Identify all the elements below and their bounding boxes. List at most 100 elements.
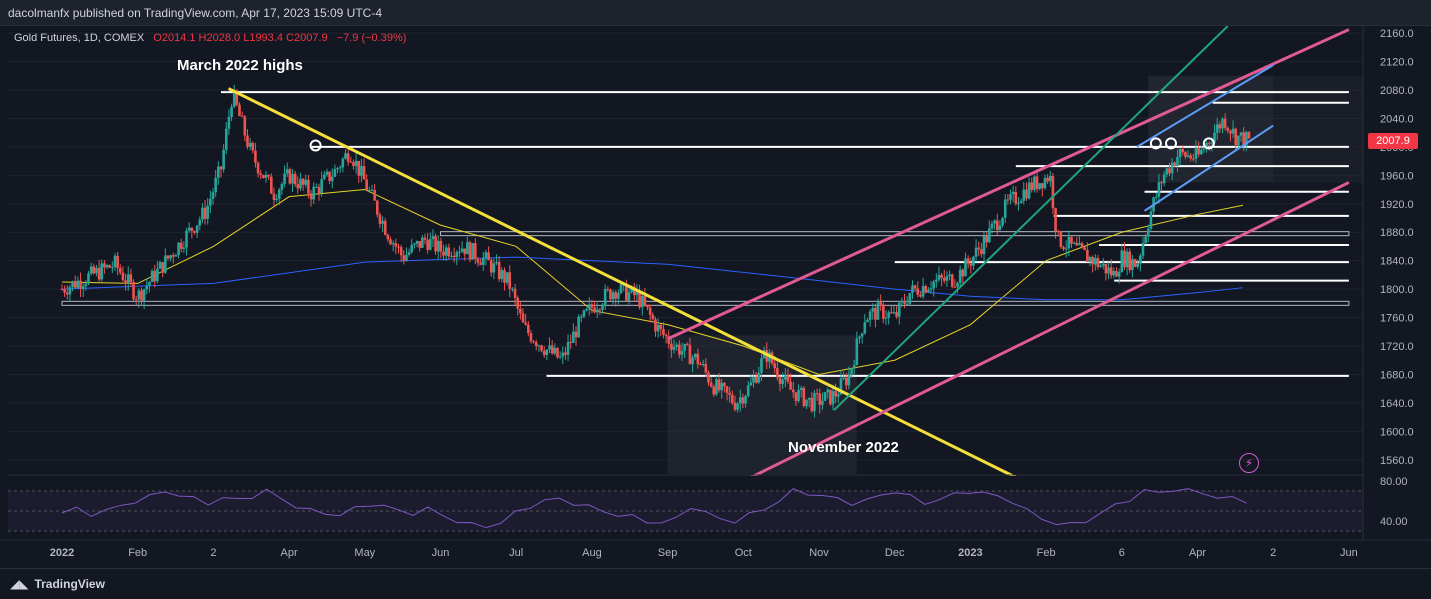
- time-tick-label: 2: [210, 547, 216, 559]
- candle: [1168, 168, 1171, 174]
- candle: [556, 347, 559, 358]
- moving-average-200: [61, 256, 1243, 301]
- candle: [945, 276, 949, 281]
- candle: [280, 183, 284, 190]
- symbol-name[interactable]: Gold Futures, 1D, COMEX: [14, 32, 145, 44]
- candle: [746, 385, 750, 396]
- candle: [548, 345, 551, 350]
- candle: [1094, 258, 1097, 265]
- candle: [977, 247, 981, 250]
- candle: [656, 324, 660, 332]
- tradingview-logo-icon[interactable]: ◢◣: [10, 577, 29, 591]
- candle: [990, 223, 994, 229]
- candle: [129, 274, 133, 283]
- candle: [688, 344, 692, 365]
- candle: [715, 379, 718, 395]
- candle: [405, 254, 408, 261]
- candle: [386, 234, 390, 240]
- symbol-legend: Gold Futures, 1D, COMEX O2014.1 H2028.0 …: [14, 32, 406, 44]
- candle: [1170, 162, 1174, 174]
- candle: [1117, 272, 1121, 277]
- candle: [476, 259, 480, 263]
- time-tick-label: Jun: [432, 547, 450, 559]
- candle: [251, 142, 255, 151]
- candle: [831, 391, 835, 405]
- candle: [781, 379, 784, 384]
- candle: [153, 270, 157, 282]
- candle: [68, 287, 72, 295]
- candle: [174, 255, 178, 257]
- candle: [357, 160, 361, 176]
- candle: [617, 292, 620, 299]
- candle: [678, 344, 681, 355]
- candle: [564, 352, 567, 355]
- candle: [821, 400, 824, 405]
- trendline-inner-channel-upper: [1136, 64, 1274, 148]
- candle: [277, 189, 281, 199]
- marker-circle: [1149, 137, 1162, 150]
- candle: [1136, 263, 1139, 267]
- candle: [466, 242, 469, 255]
- candle: [1176, 157, 1179, 167]
- footer: ◢◣ TradingView: [0, 568, 1431, 599]
- candle: [611, 292, 615, 300]
- candle: [293, 173, 297, 185]
- candle: [1096, 258, 1100, 268]
- candle: [1144, 236, 1147, 244]
- candle: [882, 304, 885, 319]
- candle: [903, 300, 906, 304]
- candle: [1019, 200, 1023, 203]
- candle: [256, 162, 260, 174]
- candle: [1237, 135, 1240, 146]
- candle: [323, 174, 326, 180]
- candle: [953, 286, 957, 288]
- candle: [190, 227, 194, 232]
- candle: [63, 289, 66, 293]
- candle: [431, 236, 435, 240]
- candle: [717, 379, 721, 391]
- candle: [982, 235, 986, 255]
- candle: [1001, 217, 1004, 226]
- candle: [217, 166, 220, 178]
- candle: [444, 247, 448, 256]
- candle: [927, 289, 930, 293]
- candle: [693, 353, 697, 358]
- candle: [1062, 247, 1065, 250]
- candle: [65, 292, 69, 295]
- candle: [540, 345, 543, 351]
- candle: [455, 252, 459, 258]
- candle: [1245, 132, 1248, 147]
- candle: [1091, 257, 1094, 265]
- candle: [79, 280, 82, 289]
- rsi-band: [8, 491, 1363, 531]
- price-tick-label: 1560.0: [1380, 455, 1414, 467]
- candle: [1059, 231, 1063, 248]
- lightning-icon[interactable]: ⚡: [1239, 453, 1259, 473]
- candle: [301, 178, 305, 185]
- candle: [1139, 255, 1142, 264]
- candle: [948, 274, 951, 277]
- candle: [84, 283, 88, 287]
- candle: [574, 331, 578, 338]
- candle: [468, 242, 472, 260]
- candle: [640, 295, 644, 308]
- candle: [410, 244, 414, 253]
- trendline-channel-upper: [666, 28, 1350, 341]
- candle: [889, 312, 893, 314]
- candle: [179, 242, 183, 249]
- candle: [858, 336, 861, 339]
- candle: [214, 177, 217, 193]
- candle: [606, 289, 610, 291]
- candle: [895, 312, 898, 317]
- footer-brand[interactable]: TradingView: [34, 577, 105, 591]
- candle: [580, 316, 583, 318]
- candle: [572, 331, 575, 343]
- candle: [1070, 236, 1073, 244]
- price-chart[interactable]: 80.0040.002160.02120.02080.02040.02000.0…: [0, 26, 1431, 568]
- candle: [823, 392, 827, 401]
- candle: [460, 248, 464, 252]
- candle: [352, 162, 355, 167]
- candle: [1207, 142, 1211, 144]
- candle: [834, 391, 837, 397]
- candle: [508, 272, 512, 289]
